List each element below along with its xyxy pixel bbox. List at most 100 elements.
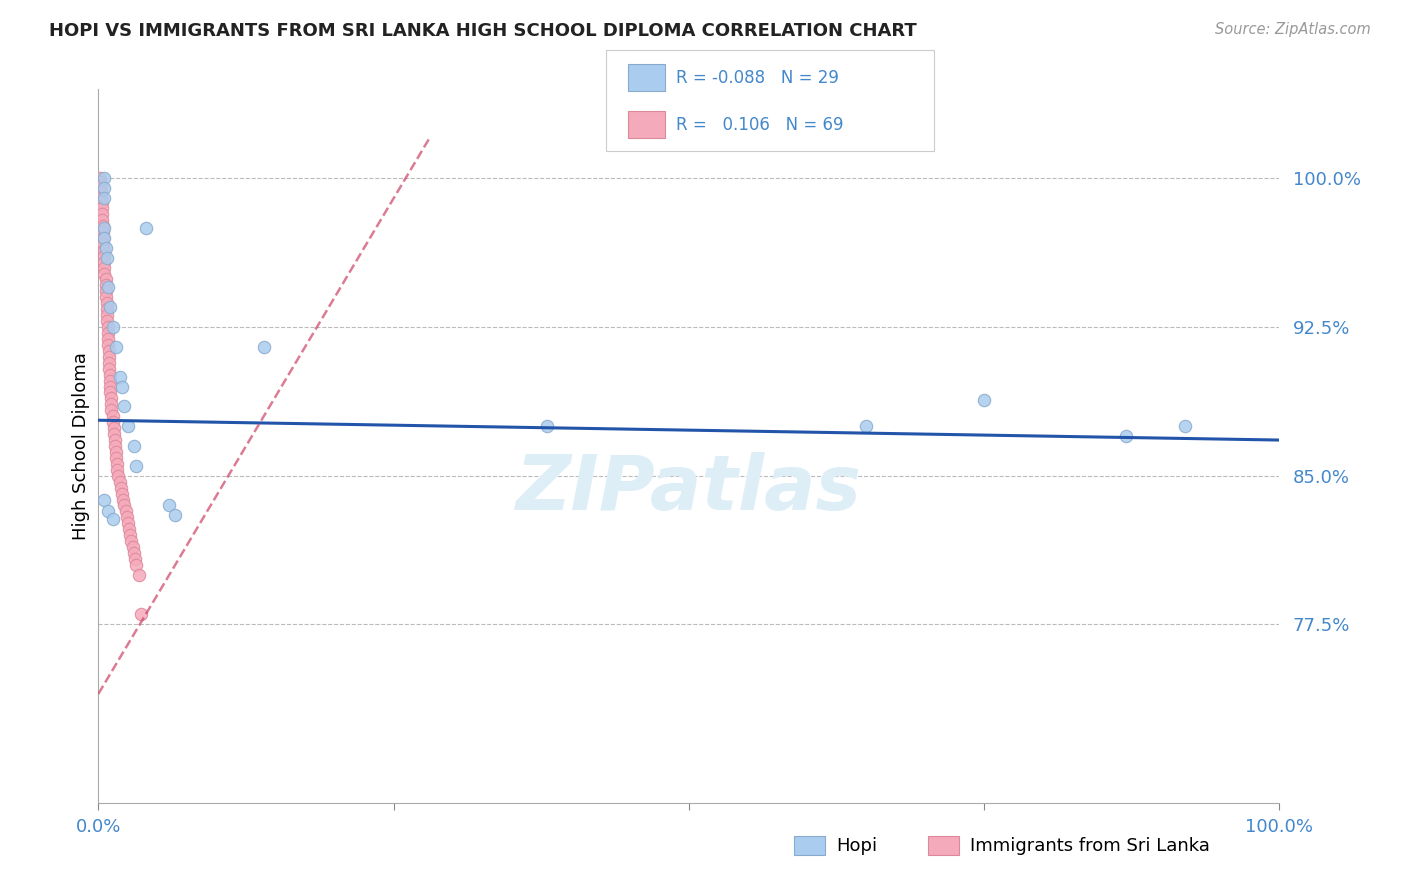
Point [98,343,121,358]
Point [90,186,112,200]
Point [93,221,115,235]
Text: Immigrants from Sri Lanka: Immigrants from Sri Lanka [970,837,1211,855]
Point [90,179,112,194]
Point [103,427,125,442]
Point [98,374,121,388]
Point [93,254,115,268]
Point [105,463,128,477]
Point [94,241,117,255]
Point [253,340,276,354]
Point [1174,419,1197,434]
Text: HOPI VS IMMIGRANTS FROM SRI LANKA HIGH SCHOOL DIPLOMA CORRELATION CHART: HOPI VS IMMIGRANTS FROM SRI LANKA HIGH S… [49,22,917,40]
Point [96,314,118,328]
Point [105,340,128,354]
Point [100,397,122,411]
Point [105,450,128,465]
Point [98,300,121,314]
Point [117,516,139,531]
Point [120,528,142,542]
Point [1115,429,1137,443]
Point [97,504,120,518]
Point [98,368,121,382]
Point [91,236,114,251]
Text: Hopi: Hopi [837,837,877,855]
Point [157,499,180,513]
Point [135,221,157,235]
Point [104,433,127,447]
Point [111,379,134,393]
Point [93,181,115,195]
Point [93,171,115,186]
Point [97,338,120,352]
Point [93,492,115,507]
Text: ZIPatlas: ZIPatlas [516,452,862,525]
Point [94,285,117,299]
Point [91,213,114,227]
Point [125,558,148,572]
Point [122,546,145,560]
Point [93,260,115,275]
Point [101,415,124,429]
Point [98,361,121,376]
Point [103,421,125,435]
Point [129,607,152,622]
Point [94,272,117,286]
Point [93,267,115,281]
Point [89,175,111,189]
Point [96,251,118,265]
Point [91,219,114,233]
Point [96,296,118,310]
Point [101,409,124,424]
Point [90,191,112,205]
Text: R = -0.088   N = 29: R = -0.088 N = 29 [676,69,839,87]
Point [112,400,135,414]
Point [94,278,117,293]
Point [536,419,558,434]
Point [105,445,128,459]
Point [98,350,121,364]
Point [104,439,127,453]
Point [107,468,129,483]
Point [96,302,118,317]
Text: Source: ZipAtlas.com: Source: ZipAtlas.com [1215,22,1371,37]
Point [97,326,120,340]
Point [93,243,115,257]
Point [101,320,124,334]
Point [128,567,150,582]
Text: R =   0.106   N = 69: R = 0.106 N = 69 [676,116,844,134]
Point [98,379,121,393]
Point [91,195,114,210]
Point [114,504,136,518]
Point [122,439,145,453]
Point [112,499,135,513]
Point [121,540,143,554]
Point [91,231,114,245]
Point [115,510,138,524]
Point [98,385,121,400]
Point [125,458,148,473]
Point [124,552,146,566]
Y-axis label: High School Diploma: High School Diploma [72,352,90,540]
Point [118,522,141,536]
Point [165,508,187,523]
Point [98,356,121,370]
Point [97,280,120,294]
Point [93,231,115,245]
Point [89,171,111,186]
Point [105,457,128,471]
Point [96,308,118,322]
Point [973,393,995,408]
Point [100,403,122,417]
Point [111,486,134,500]
Point [94,290,117,304]
Point [108,369,131,384]
Point [855,419,877,434]
Point [101,512,124,526]
Point [97,320,120,334]
Point [97,332,120,346]
Point [110,481,132,495]
Point [121,534,143,549]
Point [91,207,114,221]
Point [100,392,122,406]
Point [91,225,114,239]
